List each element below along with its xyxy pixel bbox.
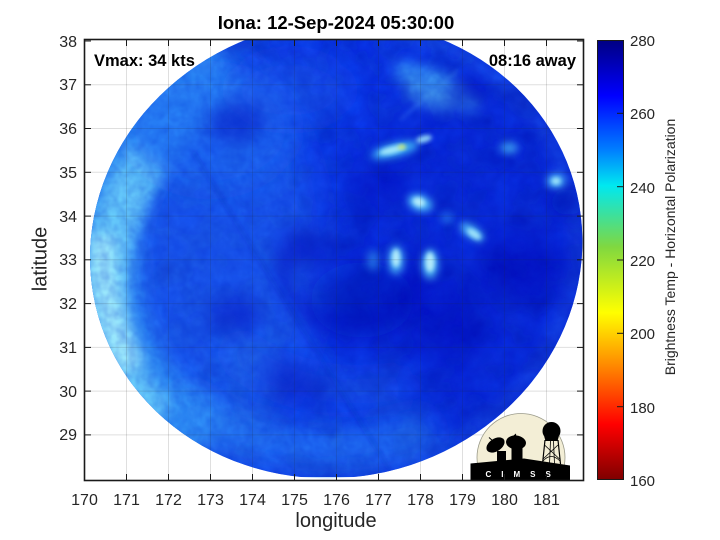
svg-text:CIMSS: CIMSS (486, 470, 561, 479)
